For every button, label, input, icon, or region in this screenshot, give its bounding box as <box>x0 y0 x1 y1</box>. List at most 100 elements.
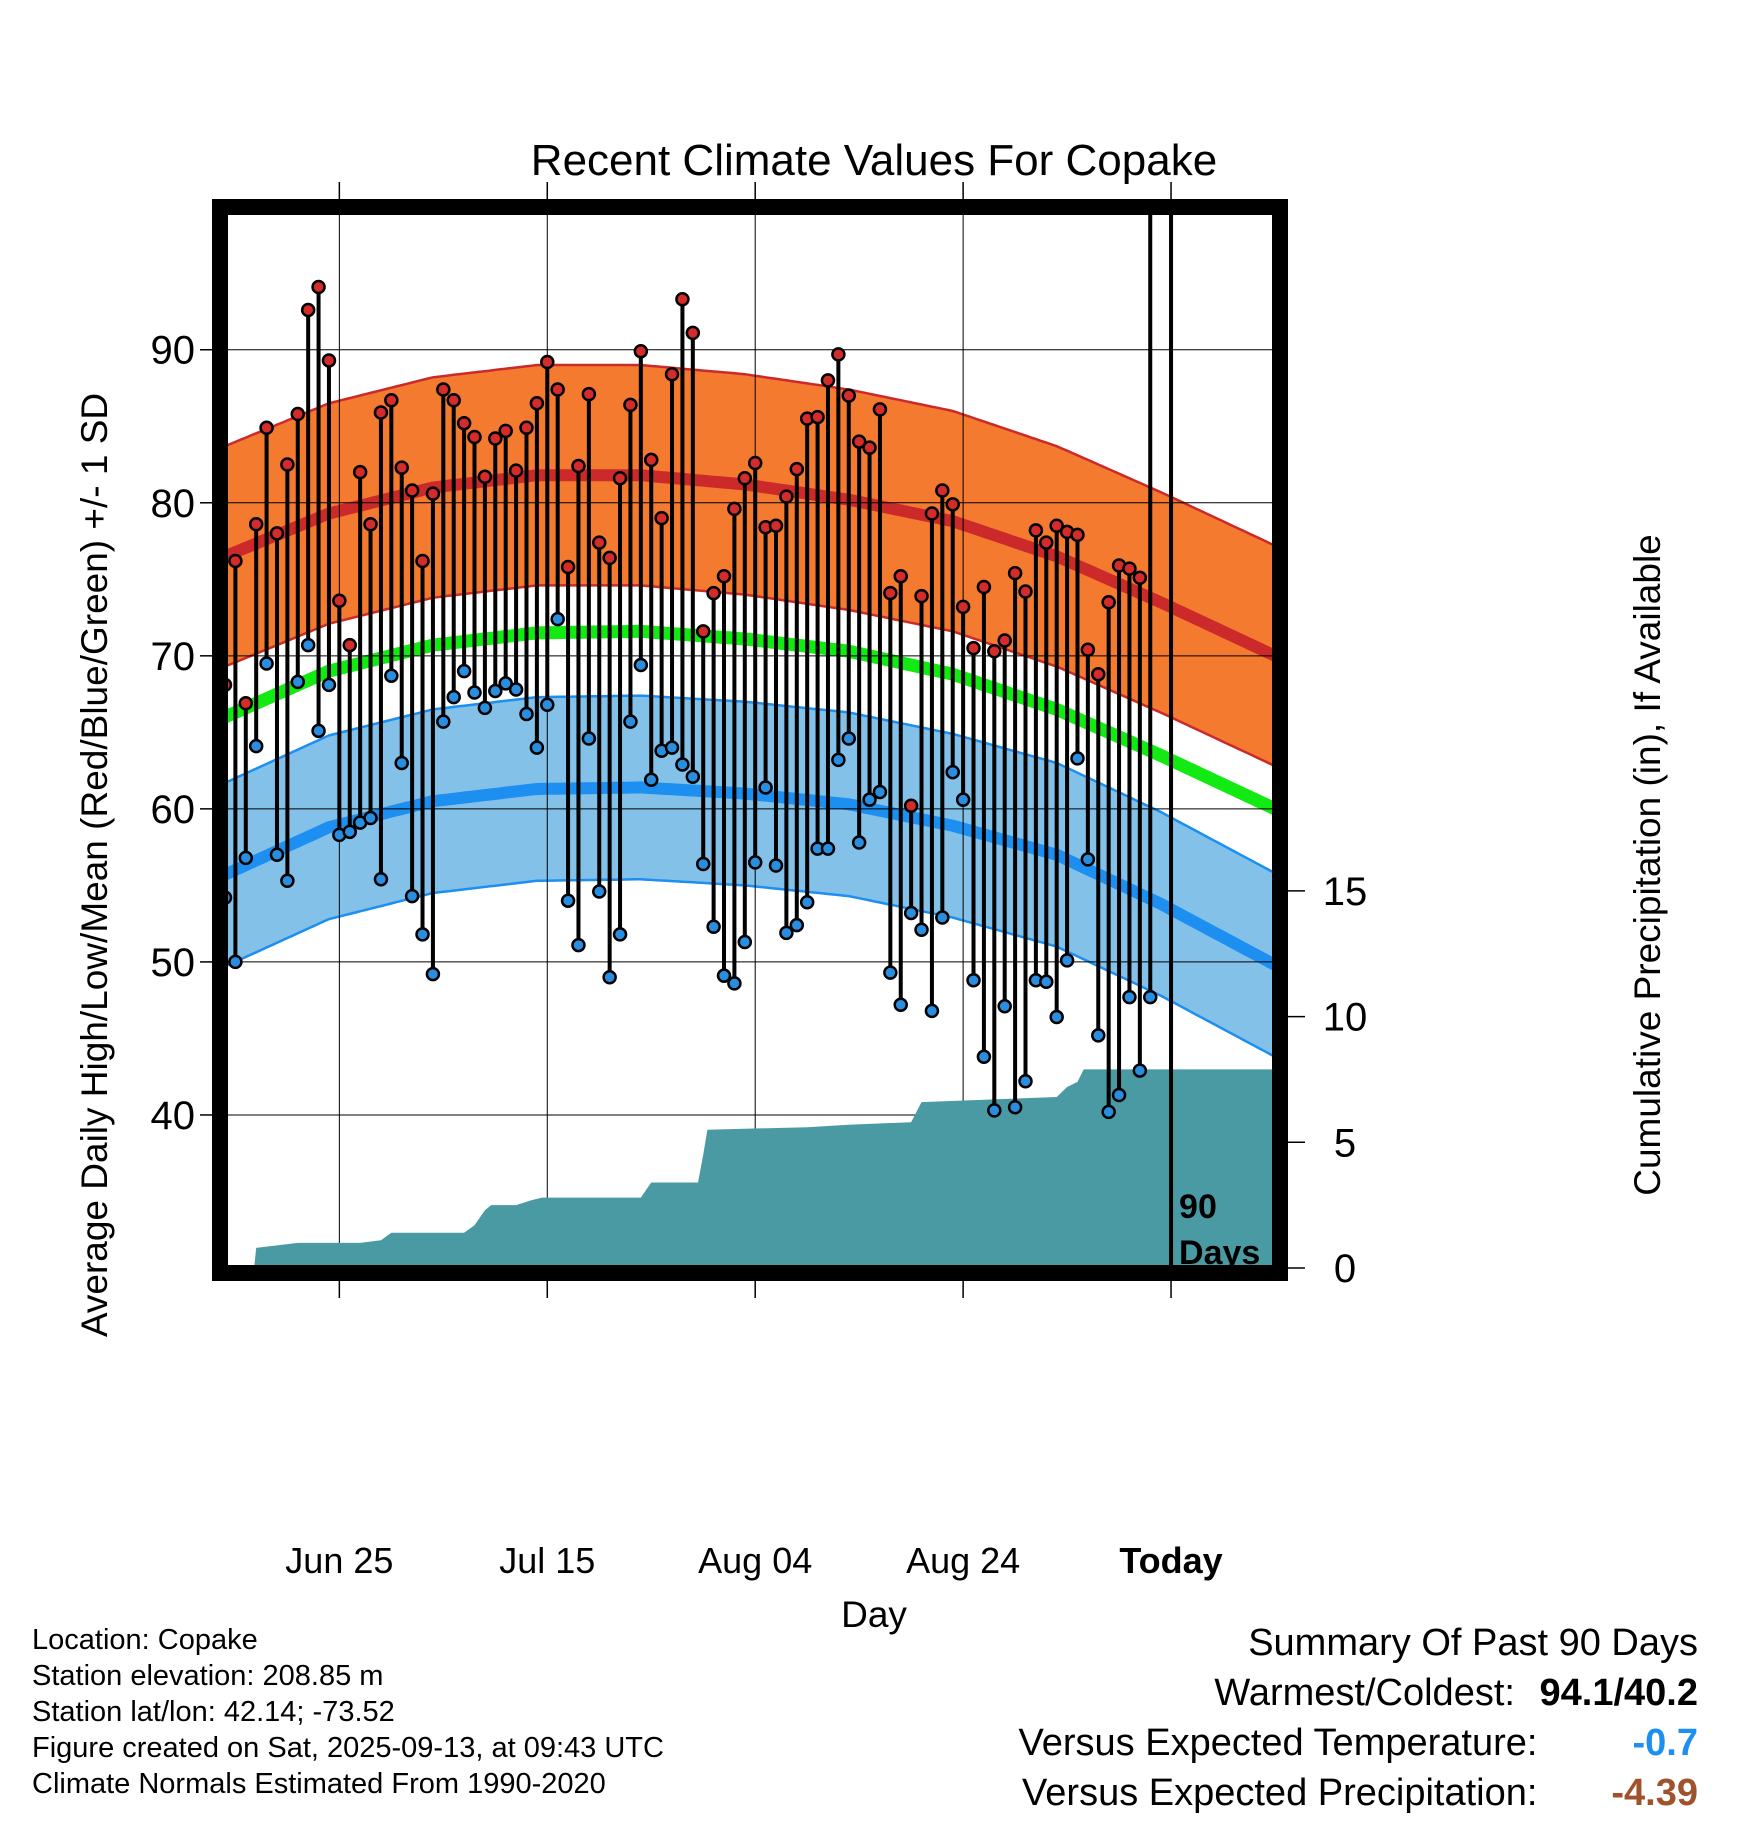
daily-high-point <box>529 396 545 411</box>
daily-low-point <box>384 668 399 683</box>
daily-high-point <box>498 423 513 439</box>
daily-high-point <box>238 696 254 711</box>
daily-low-point <box>872 784 888 800</box>
daily-high-point <box>248 516 264 532</box>
y2-tick-label: 0 <box>1334 1247 1356 1291</box>
daily-high-point <box>747 455 763 471</box>
daily-low-point <box>737 934 753 950</box>
daily-high-point <box>841 388 857 403</box>
daily-high-point <box>903 798 919 814</box>
daily-low-point <box>976 1049 992 1065</box>
daily-low-point <box>529 740 545 755</box>
latlon-text: Station lat/lon: 42.14; -73.52 <box>32 1696 395 1728</box>
high-band-upper <box>225 363 1275 547</box>
x-tick-label: Today <box>1119 1540 1222 1581</box>
y2-tick-label: 5 <box>1334 1121 1356 1165</box>
plot-area: 90 Days <box>225 0 1275 1268</box>
y-tick-label: 90 <box>151 329 196 373</box>
daily-high-point <box>384 392 399 408</box>
daily-high-point <box>456 415 472 431</box>
daily-high-point <box>363 516 378 532</box>
created-text: Figure created on Sat, 2025-09-13, at 09… <box>32 1732 664 1764</box>
daily-low-point <box>488 683 503 699</box>
daily-low-point <box>581 731 597 746</box>
daily-high-point <box>1091 666 1106 682</box>
daily-low-point <box>1122 989 1137 1005</box>
daily-low-point <box>592 884 607 899</box>
daily-high-point <box>664 366 680 382</box>
daily-high-point <box>1122 561 1137 576</box>
daily-low-point <box>1007 1100 1023 1115</box>
daily-high-point <box>321 353 337 368</box>
daily-high-point <box>924 506 940 521</box>
normals-text: Climate Normals Estimated From 1990-2020 <box>32 1768 606 1800</box>
daily-high-point <box>695 624 711 639</box>
daily-low-point <box>1111 1087 1127 1103</box>
precip-area <box>225 1069 1275 1268</box>
daily-low-point <box>311 723 326 739</box>
daily-high-point <box>768 518 784 533</box>
daily-high-point <box>228 553 243 569</box>
daily-low-point <box>1155 0 1167 6</box>
y-axis-label: Average Daily High/Low/Mean (Red/Blue/Gr… <box>74 393 115 1337</box>
daily-high-point <box>436 382 451 397</box>
daily-high-point <box>1080 642 1096 657</box>
daily-low-point <box>1018 1074 1033 1089</box>
daily-low-point <box>789 917 805 933</box>
daily-high-point <box>737 471 753 486</box>
daily-low-point <box>935 910 950 925</box>
daily-low-point <box>727 976 742 991</box>
daily-low-point <box>456 663 472 679</box>
daily-low-point <box>706 919 721 934</box>
daily-high-point <box>508 463 524 478</box>
daily-high-point <box>581 386 597 402</box>
daily-low-point <box>300 637 316 653</box>
daily-low-point <box>248 738 264 754</box>
daily-high-point <box>851 434 867 449</box>
daily-low-point <box>747 855 763 870</box>
daily-low-point <box>238 850 254 866</box>
daily-low-point <box>550 611 565 627</box>
daily-low-point <box>404 888 420 904</box>
daily-low-point <box>1142 989 1158 1005</box>
daily-high-point <box>373 405 389 420</box>
daily-low-point <box>862 792 877 807</box>
daily-high-point <box>467 429 482 445</box>
y-tick-label: 40 <box>151 1094 196 1138</box>
daily-low-point <box>955 792 971 807</box>
daily-high-point <box>592 535 607 550</box>
daily-low-point <box>675 757 690 772</box>
daily-high-point <box>1018 584 1033 599</box>
daily-high-point <box>955 599 971 615</box>
daily-low-point <box>321 677 337 693</box>
daily-low-point <box>508 682 524 697</box>
daily-high-point <box>789 461 805 477</box>
daily-low-point <box>373 872 389 887</box>
daily-high-point <box>779 489 794 504</box>
daily-high-point <box>332 593 347 608</box>
daily-low-point <box>883 965 898 980</box>
daily-high-point <box>831 347 846 362</box>
y-tick-label: 50 <box>151 941 196 985</box>
daily-low-point <box>259 656 274 671</box>
daily-low-point <box>758 780 773 795</box>
daily-high-point <box>1132 570 1148 586</box>
temp-label: Versus Expected Temperature: <box>1018 1722 1538 1764</box>
daily-low-point <box>1039 974 1054 990</box>
daily-high-point <box>654 510 669 526</box>
daily-high-point <box>477 469 493 485</box>
daily-high-point <box>706 585 721 601</box>
x-tick-label: Jul 15 <box>499 1540 595 1581</box>
daily-high-point <box>872 402 888 417</box>
daily-high-point <box>550 382 565 397</box>
daily-low-point <box>914 922 929 938</box>
x-tick-label: Aug 04 <box>698 1540 812 1581</box>
daily-high-point <box>997 633 1012 648</box>
daily-low-point <box>664 740 680 755</box>
x-axis-label: Day <box>841 1594 907 1635</box>
daily-high-point <box>1101 595 1116 610</box>
precip-label: Versus Expected Precipitation: <box>1022 1772 1538 1814</box>
x-tick-label: Aug 24 <box>906 1540 1020 1581</box>
daily-high-point <box>1070 527 1085 543</box>
plot-frame <box>212 199 1288 1281</box>
